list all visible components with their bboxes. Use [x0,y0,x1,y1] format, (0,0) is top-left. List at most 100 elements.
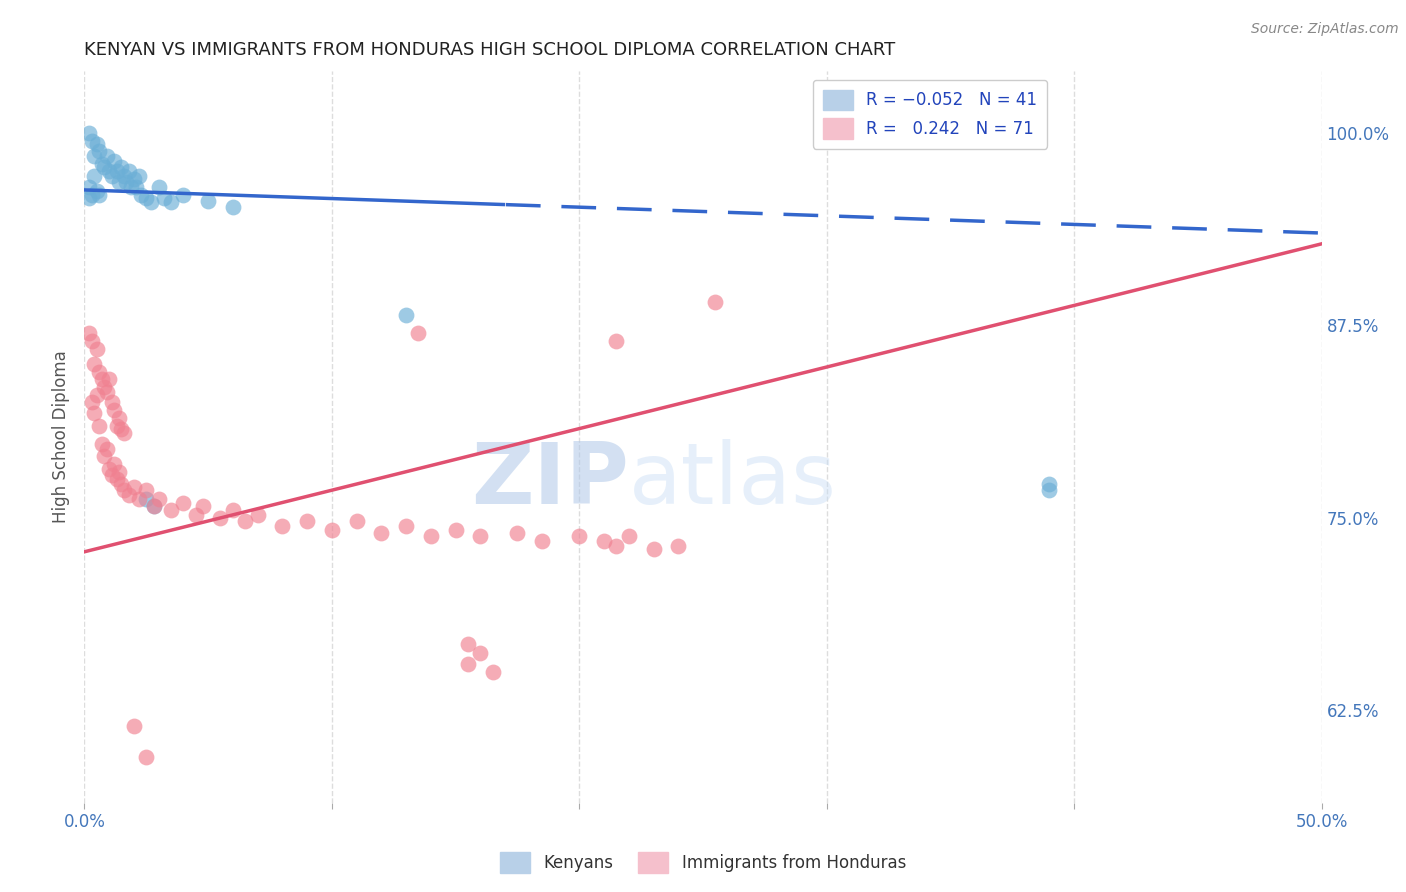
Point [110,160,132,174]
Point [209,511,232,525]
Point [86,342,108,356]
Point [80,134,103,148]
Point [118,164,141,178]
Point [93,380,115,394]
Legend: Kenyans, Immigrants from Honduras: Kenyans, Immigrants from Honduras [494,846,912,880]
Point [93,160,115,174]
Point [112,426,135,441]
Point [83,357,105,371]
Point [128,492,150,507]
Point [100,169,122,183]
Point [83,149,105,163]
Text: KENYAN VS IMMIGRANTS FROM HONDURAS HIGH SCHOOL DIPLOMA CORRELATION CHART: KENYAN VS IMMIGRANTS FROM HONDURAS HIGH … [84,41,896,59]
Point [89,365,111,379]
Point [100,467,122,482]
Point [395,308,418,322]
Point [128,169,150,183]
Point [79,179,101,194]
Point [89,418,111,433]
Point [79,126,101,140]
Point [96,442,118,456]
Point [80,187,103,202]
Point [370,526,392,541]
Point [222,200,245,214]
Point [135,191,157,205]
Point [135,749,157,764]
Point [96,384,118,399]
Point [103,457,125,471]
Point [122,480,145,494]
Point [321,523,343,537]
Point [506,526,529,541]
Text: Source: ZipAtlas.com: Source: ZipAtlas.com [1251,22,1399,37]
Point [108,175,131,189]
Point [148,492,170,507]
Point [98,372,121,386]
Point [96,149,118,163]
Point [108,465,131,479]
Point [135,492,157,507]
Text: atlas: atlas [628,440,837,523]
Point [108,410,131,425]
Point [148,179,170,194]
Point [112,169,135,183]
Point [112,483,135,498]
Point [129,187,152,202]
Point [295,514,318,528]
Point [105,164,128,178]
Point [86,388,108,402]
Point [79,326,101,340]
Point [481,665,503,679]
Point [172,495,194,509]
Point [246,508,269,522]
Point [120,179,142,194]
Point [444,523,467,537]
Point [90,372,112,386]
Point [83,406,105,420]
Point [160,195,183,210]
Point [408,326,430,340]
Point [346,514,368,528]
Point [419,529,441,543]
Point [115,175,138,189]
Point [457,637,479,651]
Point [184,508,207,522]
Point [79,191,101,205]
Point [470,647,492,661]
Point [395,518,418,533]
Point [90,157,112,171]
Point [605,539,627,553]
Point [593,534,616,549]
Point [666,539,689,553]
Point [135,483,157,498]
Legend: R = −0.052   N = 41, R =   0.242   N = 71: R = −0.052 N = 41, R = 0.242 N = 71 [813,79,1047,149]
Point [197,194,219,208]
Text: ZIP: ZIP [471,440,628,523]
Point [531,534,554,549]
Point [89,145,111,159]
Point [191,499,214,513]
Point [222,503,245,517]
Point [142,499,165,513]
Point [86,136,108,151]
Point [643,541,665,556]
Point [93,450,115,464]
Point [470,529,492,543]
Point [122,719,145,733]
Point [142,499,165,513]
Point [98,461,121,475]
Point [1038,477,1060,491]
Point [98,164,121,178]
Point [89,187,111,202]
Point [152,191,174,205]
Point [233,514,256,528]
Point [105,418,128,433]
Point [704,295,727,310]
Point [160,503,183,517]
Point [141,195,163,210]
Point [100,395,122,409]
Point [457,657,479,672]
Point [617,529,640,543]
Point [105,472,128,486]
Point [110,477,132,491]
